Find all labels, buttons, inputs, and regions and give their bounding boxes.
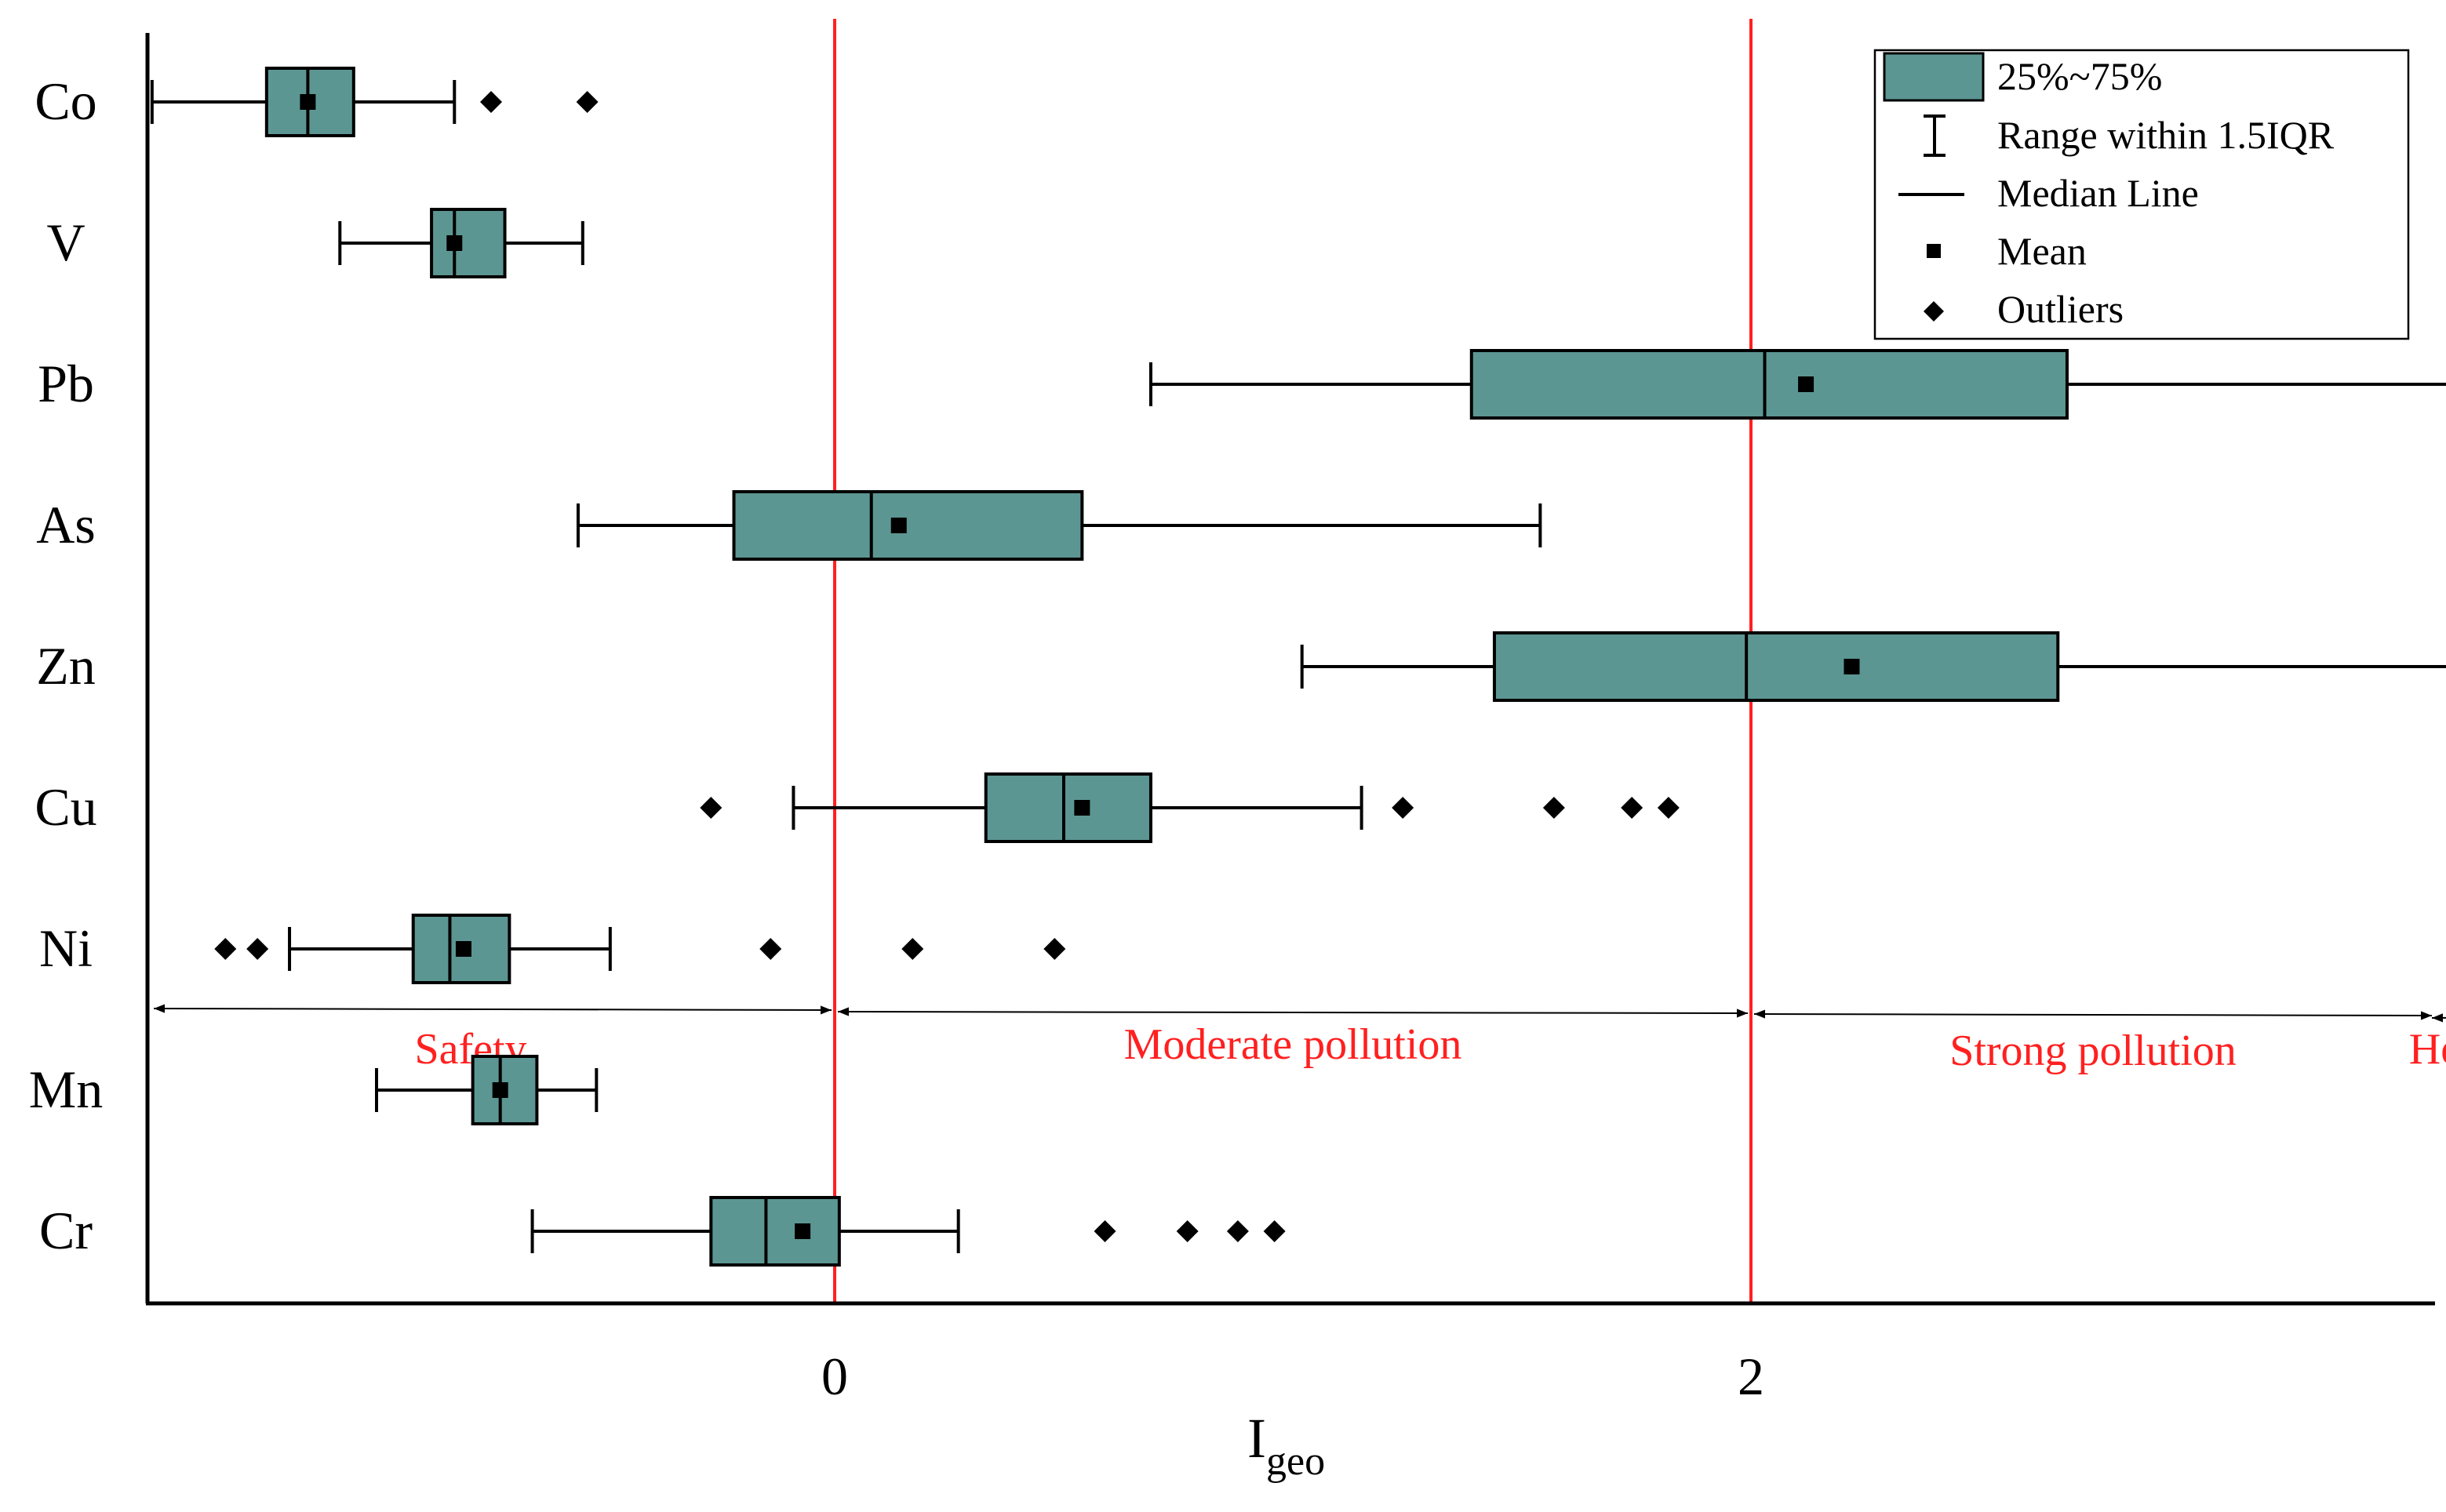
box-group-Pb xyxy=(1148,349,2446,420)
y-tick-label-V: V xyxy=(46,213,85,272)
legend: 25%~75% Range within 1.5IQR Median Line … xyxy=(1873,49,2410,340)
outlier-Ni-1 xyxy=(246,938,269,960)
zone-label-2: Strong pollution xyxy=(1949,1027,2237,1075)
x-axis-title: Igeo xyxy=(1247,1407,1325,1484)
x-tick-label-2: 2 xyxy=(1738,1347,1764,1406)
iqr-box-Co xyxy=(264,67,355,137)
outlier-Cu-3 xyxy=(1621,797,1643,819)
legend-outlier-swatch xyxy=(1924,301,1944,322)
x-axis-title-main: I xyxy=(1247,1407,1266,1470)
box-group-Zn xyxy=(1300,631,2446,702)
y-tick-label-Pb: Pb xyxy=(38,354,94,413)
outlier-Ni-3 xyxy=(901,938,924,960)
mean-marker-Mn xyxy=(492,1082,508,1098)
box-group-Ni xyxy=(214,914,1066,984)
y-tick-label-Cr: Cr xyxy=(39,1201,93,1260)
zone-arrows-layer: Safety Moderate pollution Strong pollution… xyxy=(153,1004,2446,1075)
mean-marker-Cu xyxy=(1074,800,1090,816)
legend-label-box: 25%~75% xyxy=(1997,54,2162,98)
mean-marker-Co xyxy=(300,94,316,110)
mean-marker-V xyxy=(446,235,463,251)
x-tick-label-0: 0 xyxy=(821,1347,848,1406)
outlier-Cr-2 xyxy=(1226,1220,1249,1242)
outlier-Ni-0 xyxy=(214,938,237,960)
outlier-Ni-4 xyxy=(1043,938,1066,960)
legend-label-whisker: Range within 1.5IQR xyxy=(1997,113,2335,157)
x-tick-labels: -20246 xyxy=(821,1347,1764,1406)
box-group-As xyxy=(576,490,1542,561)
zone-label-3: Heavy pollution xyxy=(2409,1025,2446,1074)
iqr-box-Cr xyxy=(709,1196,841,1267)
outlier-Cr-0 xyxy=(1094,1220,1116,1242)
zone-arrow-2 xyxy=(1753,1009,2433,1020)
mean-marker-As xyxy=(890,518,907,533)
legend-label-mean: Mean xyxy=(1997,229,2087,273)
mean-marker-Zn xyxy=(1844,659,1860,674)
y-tick-labels: Co V Pb As Zn Cu Ni Mn Cr xyxy=(29,71,103,1260)
y-tick-label-Zn: Zn xyxy=(36,636,96,696)
y-tick-label-Co: Co xyxy=(35,71,96,131)
box-group-Mn xyxy=(375,1055,599,1125)
iqr-box-Mn xyxy=(471,1055,539,1125)
mean-marker-Cr xyxy=(795,1223,811,1239)
y-tick-label-Cu: Cu xyxy=(35,777,96,837)
iqr-box-Ni xyxy=(411,914,511,984)
box-group-Cr xyxy=(530,1196,1286,1267)
outlier-Cu-2 xyxy=(1542,797,1565,819)
outlier-Cu-0 xyxy=(700,797,723,819)
mean-marker-Ni xyxy=(455,941,471,957)
legend-mean-swatch xyxy=(1927,244,1941,258)
zone-arrow-0 xyxy=(153,1004,832,1015)
iqr-box-Cu xyxy=(984,772,1152,843)
outlier-Cr-3 xyxy=(1263,1220,1286,1242)
iqr-box-As xyxy=(732,490,1084,561)
iqr-box-Zn xyxy=(1492,631,2060,702)
legend-label-median: Median Line xyxy=(1997,171,2199,215)
y-tick-label-As: As xyxy=(36,495,96,554)
legend-box-swatch xyxy=(1883,52,1985,102)
mean-marker-Pb xyxy=(1798,376,1814,392)
zone-arrow-1 xyxy=(837,1007,1749,1018)
outlier-Cu-4 xyxy=(1657,797,1680,819)
y-tick-label-Ni: Ni xyxy=(39,918,93,978)
iqr-box-Pb xyxy=(1469,349,2069,420)
y-tick-label-Mn: Mn xyxy=(29,1059,103,1119)
iqr-box-V xyxy=(430,208,507,278)
zone-arrow-3 xyxy=(2431,1012,2446,1023)
outlier-Co-1 xyxy=(576,91,599,113)
box-group-Co xyxy=(150,67,599,137)
legend-whisker-swatch xyxy=(1924,114,1946,157)
outlier-Cu-1 xyxy=(1392,797,1414,819)
box-group-Cu xyxy=(700,772,1680,843)
outlier-Cr-1 xyxy=(1176,1220,1199,1242)
boxes-layer xyxy=(150,67,2446,1267)
zone-label-1: Moderate pollution xyxy=(1124,1020,1462,1069)
box-group-V xyxy=(338,208,584,278)
x-axis-title-sub: geo xyxy=(1266,1439,1325,1484)
outlier-Ni-2 xyxy=(759,938,782,960)
outlier-Co-0 xyxy=(480,91,502,113)
legend-label-outlier: Outliers xyxy=(1997,287,2124,331)
